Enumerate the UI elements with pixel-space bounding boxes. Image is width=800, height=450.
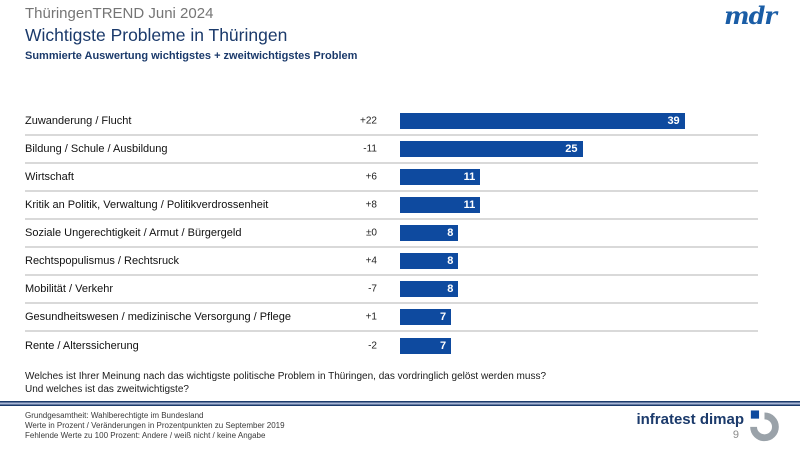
change-value: +6: [365, 171, 377, 183]
category-label: Rente / Alterssicherung: [25, 340, 139, 352]
chart-row: Soziale Ungerechtigkeit / Armut / Bürger…: [25, 220, 758, 248]
chart-row: Rente / Alterssicherung -2 7: [25, 332, 758, 360]
change-value: +4: [365, 255, 377, 267]
footnote-line: Werte in Prozent / Veränderungen in Proz…: [25, 420, 285, 430]
change-value: +22: [360, 115, 377, 127]
page-number: 9: [732, 429, 739, 441]
value-bar: 25: [400, 141, 583, 157]
footer-divider-rule: [0, 401, 800, 406]
chart-row: Rechtspopulismus / Rechtsruck +4 8: [25, 248, 758, 276]
category-label: Rechtspopulismus / Rechtsruck: [25, 255, 180, 267]
bar-chart: Zuwanderung / Flucht +22 39 Bildung / Schul…: [25, 108, 758, 360]
infratest-dimap-icon: [748, 405, 781, 450]
value-bar: 8: [400, 281, 459, 297]
category-label: Mobilität / Verkehr: [25, 283, 114, 295]
question-line-2: Und welches ist das zweitwichtigste?: [25, 383, 189, 395]
chart-row: Zuwanderung / Flucht +22 39: [25, 108, 758, 136]
change-value: -7: [368, 283, 377, 295]
infratest-dimap-logo-text: infratest dimap: [636, 411, 744, 428]
category-label: Bildung / Schule / Ausbildung: [25, 143, 168, 155]
change-value: -2: [368, 340, 377, 352]
page-title: Wichtigste Probleme in Thüringen: [25, 25, 288, 45]
chart-row: Mobilität / Verkehr -7 8: [25, 276, 758, 304]
chart-row: Wirtschaft +6 11: [25, 164, 758, 192]
change-value: +1: [365, 311, 377, 323]
page-subtitle: Summierte Auswertung wichtigstes + zweit…: [25, 50, 358, 62]
value-bar: 8: [400, 225, 459, 241]
value-bar: 11: [400, 169, 481, 185]
survey-kicker: ThüringenTREND Juni 2024: [25, 5, 214, 22]
category-label: Wirtschaft: [25, 171, 74, 183]
value-bar: 8: [400, 253, 459, 269]
category-label: Soziale Ungerechtigkeit / Armut / Bürger…: [25, 227, 242, 239]
value-bar: 7: [400, 338, 452, 354]
change-value: -11: [363, 143, 377, 155]
question-line-1: Welches ist Ihrer Meinung nach das wicht…: [25, 371, 547, 382]
category-label: Kritik an Politik, Verwaltung / Politikv…: [25, 199, 269, 211]
footnote-line: Fehlende Werte zu 100 Prozent: Andere / …: [25, 430, 266, 440]
footnote-line: Grundgesamtheit: Wahlberechtigte im Bund…: [25, 411, 204, 420]
chart-row: Gesundheitswesen / medizinische Versorgu…: [25, 304, 758, 332]
chart-row: Bildung / Schule / Ausbildung -11 25: [25, 136, 758, 164]
survey-question: Welches ist Ihrer Meinung nach das wicht…: [25, 371, 546, 396]
chart-row: Kritik an Politik, Verwaltung / Politikv…: [25, 192, 758, 220]
category-label: Zuwanderung / Flucht: [25, 115, 132, 127]
category-label: Gesundheitswesen / medizinische Versorgu…: [25, 311, 291, 323]
value-bar: 39: [400, 113, 685, 129]
value-bar: 7: [400, 309, 452, 325]
change-value: +8: [365, 199, 377, 211]
value-bar: 11: [400, 197, 481, 213]
change-value: ±0: [365, 227, 377, 239]
mdr-logo: mdr: [724, 1, 777, 30]
footnotes: Grundgesamtheit: Wahlberechtigte im Bund…: [25, 411, 285, 440]
